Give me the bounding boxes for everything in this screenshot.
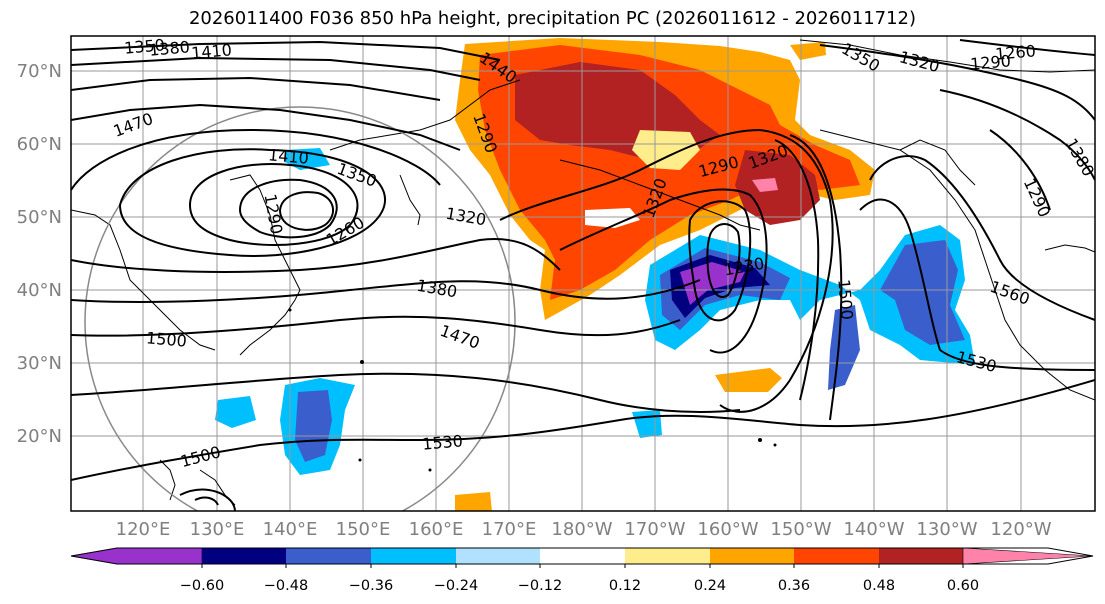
precip-negative-blue-2	[880, 240, 965, 345]
lat-label: 40°N	[17, 280, 62, 301]
colorbar-cell	[710, 548, 794, 564]
precip-small-orange-3	[455, 492, 492, 511]
lat-label: 60°N	[17, 134, 62, 155]
contour-label: 1410	[190, 40, 232, 62]
colorbar-cell	[202, 548, 286, 564]
colorbar-tick-labels: −0.60 −0.48 −0.36 −0.24 −0.12 0.12 0.24 …	[180, 578, 979, 594]
lon-label: 160°W	[697, 519, 758, 540]
map-title: 2026011400 F036 850 hPa height, precipit…	[188, 8, 917, 29]
lon-label: 170°E	[482, 519, 537, 540]
precip-positive-pink	[752, 178, 778, 192]
colorbar-cell	[879, 548, 963, 564]
colorbar-cell	[540, 548, 625, 564]
colorbar-cell	[962, 547, 1094, 565]
precip-negative-small-1	[215, 396, 256, 428]
colorbar: −0.60 −0.48 −0.36 −0.24 −0.12 0.12 0.24 …	[70, 547, 1094, 594]
lon-label: 140°E	[263, 519, 318, 540]
lon-label: 170°W	[624, 519, 685, 540]
colorbar-cell	[70, 547, 203, 565]
lon-label: 160°E	[409, 519, 464, 540]
precip-small-orange-2	[790, 42, 826, 60]
colorbar-cells	[70, 547, 1094, 565]
lon-label: 150°W	[770, 519, 831, 540]
precip-negative-small-2	[285, 148, 330, 170]
great-circle	[84, 106, 516, 511]
colorbar-outline	[70, 547, 1094, 565]
colorbar-tick-label: 0.24	[694, 578, 726, 594]
colorbar-cell	[371, 548, 456, 564]
contour-label: 1410	[267, 145, 309, 167]
contour-label: 1380	[148, 37, 190, 59]
colorbar-tick-label: −0.48	[264, 578, 308, 594]
colorbar-tick-label: 0.36	[778, 578, 810, 594]
islands	[288, 308, 777, 472]
precip-negative-subtropics-blue	[295, 390, 332, 462]
contour-label: 1500	[145, 328, 187, 350]
colorbar-tick-label: 0.60	[947, 578, 979, 594]
contour-label: 1290	[969, 51, 1011, 73]
lon-label: 180°W	[551, 519, 612, 540]
contour-label: 1500	[834, 278, 856, 320]
colorbar-cell	[456, 548, 540, 564]
colorbar-tick-label: −0.60	[180, 578, 224, 594]
lat-label: 20°N	[17, 426, 62, 447]
lon-label: 150°E	[336, 519, 391, 540]
colorbar-ticks	[201, 564, 964, 568]
latitude-labels: 70°N 60°N 50°N 40°N 30°N 20°N	[17, 61, 62, 447]
colorbar-tick-label: 0.48	[863, 578, 895, 594]
lon-label: 120°W	[990, 519, 1051, 540]
contour-label: 1350	[123, 35, 165, 57]
colorbar-cell	[794, 548, 879, 564]
colorbar-tick-label: −0.36	[349, 578, 393, 594]
precip-yellow-patch	[632, 130, 700, 170]
colorbar-tick-label: −0.24	[434, 578, 478, 594]
precip-small-orange-1	[715, 368, 782, 392]
colorbar-tick-label: 0.12	[609, 578, 641, 594]
longitude-labels: 120°E 130°E 140°E 150°E 160°E 170°E 180°…	[116, 519, 1052, 540]
precip-positive-dark-red-2	[735, 150, 820, 225]
lon-label: 130°W	[916, 519, 977, 540]
height-contours	[71, 39, 1095, 511]
lon-label: 140°W	[843, 519, 904, 540]
colorbar-tick-label: −0.12	[518, 578, 562, 594]
precip-white-hole	[585, 208, 640, 228]
colorbar-cell	[286, 548, 371, 564]
lon-label: 120°E	[116, 519, 171, 540]
lat-label: 30°N	[17, 353, 62, 374]
lon-label: 130°E	[190, 519, 245, 540]
contour-label: 1260	[994, 41, 1036, 63]
lat-label: 50°N	[17, 207, 62, 228]
colorbar-cell	[625, 548, 710, 564]
lat-label: 70°N	[17, 61, 62, 82]
map-panel	[71, 36, 1095, 511]
contour-label: 1530	[421, 431, 463, 453]
map-frame	[70, 35, 1096, 512]
